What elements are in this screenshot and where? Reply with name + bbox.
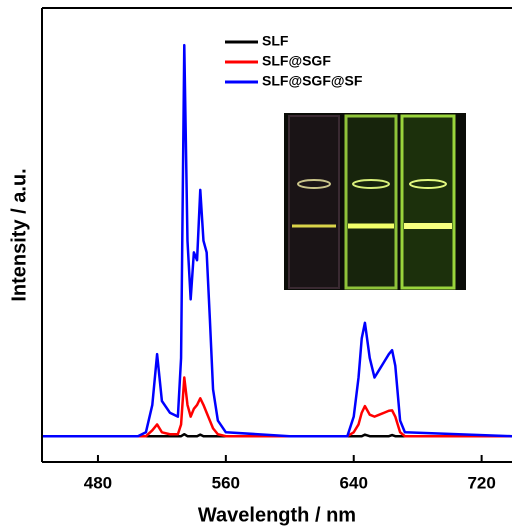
meniscus (297, 179, 331, 189)
data-line (42, 432, 512, 438)
meniscus (409, 179, 447, 189)
x-tick-label: 720 (467, 473, 495, 492)
cuvette (400, 114, 456, 290)
data-line (42, 376, 512, 438)
x-tick-label: 560 (212, 473, 240, 492)
cuvette (344, 114, 398, 290)
cuvette (288, 115, 340, 289)
y-axis-title: Intensity / a.u. (8, 168, 30, 301)
data-line (42, 43, 512, 438)
legend-label: SLF@SGF (262, 53, 331, 69)
x-tick-label: 480 (84, 473, 112, 492)
x-tick-label: 640 (340, 473, 368, 492)
plot-area (42, 43, 512, 438)
inset-photo (284, 113, 466, 290)
x-axis-title: Wavelength / nm (198, 504, 356, 526)
legend-label: SLF (262, 33, 289, 49)
meniscus (352, 179, 390, 189)
legend-label: SLF@SGF@SF (262, 73, 363, 89)
